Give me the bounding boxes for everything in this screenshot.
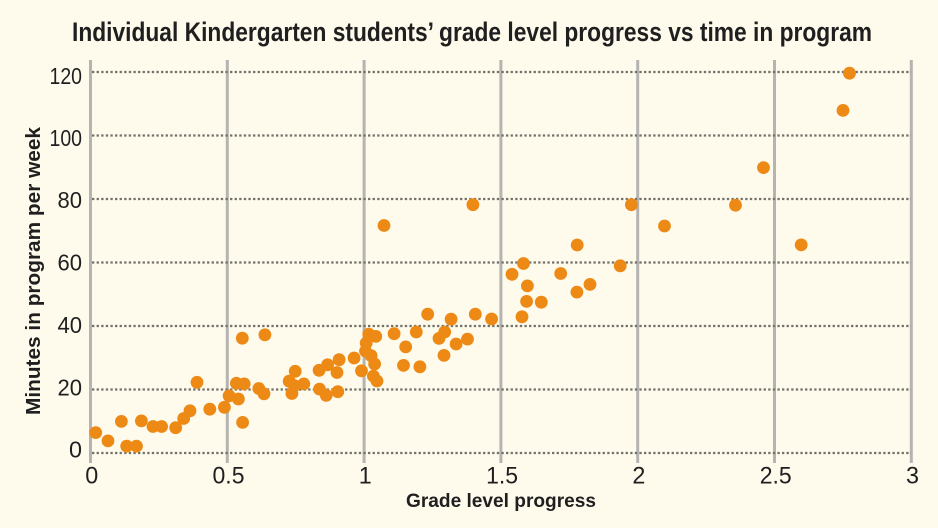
svg-text:120: 120: [50, 63, 83, 89]
svg-text:40: 40: [58, 312, 83, 338]
svg-text:0: 0: [69, 437, 82, 463]
svg-text:Minutes in program per week: Minutes in program per week: [23, 126, 45, 415]
svg-text:Grade level progress: Grade level progress: [406, 490, 596, 512]
svg-text:20: 20: [58, 374, 83, 400]
svg-text:Individual Kindergarten studen: Individual Kindergarten students’ grade …: [72, 17, 872, 47]
svg-text:1.5: 1.5: [486, 463, 518, 490]
svg-text:3: 3: [906, 463, 919, 490]
svg-text:1: 1: [359, 463, 372, 490]
svg-text:0.5: 0.5: [213, 463, 245, 490]
svg-text:60: 60: [58, 250, 83, 276]
svg-text:2: 2: [632, 463, 645, 490]
svg-text:0: 0: [85, 463, 98, 490]
svg-text:80: 80: [58, 187, 83, 213]
svg-text:100: 100: [50, 125, 83, 151]
svg-text:2.5: 2.5: [760, 463, 792, 490]
